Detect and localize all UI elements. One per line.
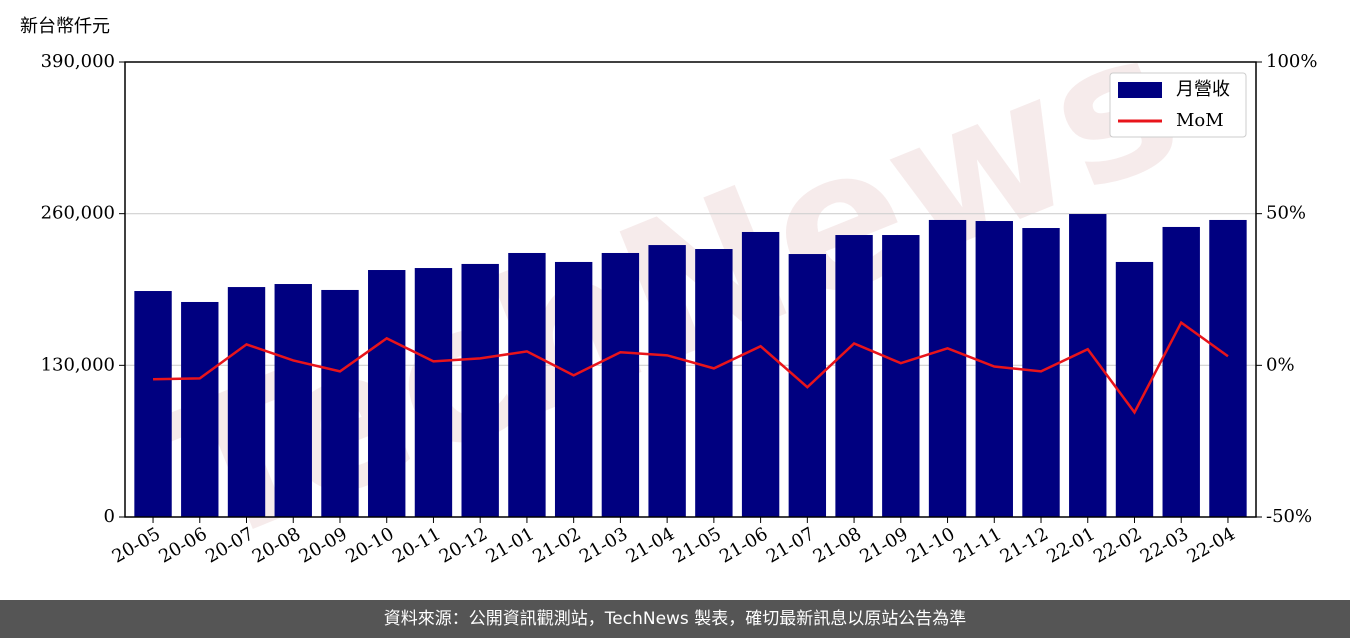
bar [414,268,453,517]
y2-tick-label: 100% [1266,51,1317,72]
x-tick-label: 20-11 [389,523,444,567]
unit-label: 新台幣仟元 [20,16,110,37]
y2-tick-label: 50% [1266,203,1306,224]
x-tick-label: 21-10 [903,523,958,567]
x-tick-label: 22-03 [1137,523,1192,567]
bar [601,252,640,517]
bar [461,263,499,517]
x-tick-label: 22-01 [1043,523,1098,567]
x-tick-label: 21-04 [623,523,678,567]
chart: 新台幣仟元 TechNews0130,000260,000390,000-50%… [20,0,1317,588]
y-tick-label: 390,000 [41,51,115,72]
x-tick-label: 20-12 [436,523,491,567]
line [153,320,1229,415]
bar [508,252,546,517]
bar [1209,219,1247,517]
bar [368,270,406,517]
legend-label: MoM [1176,110,1224,131]
bar [227,287,266,517]
bar [181,301,219,517]
bar [554,261,593,517]
bar [882,235,920,517]
bar [835,235,873,517]
x-tick-label: 21-06 [716,523,771,567]
y2-tick-label: -50% [1266,506,1312,527]
bar [274,284,312,517]
x-tick-label: 22-02 [1090,523,1145,567]
x-tick-label: 20-06 [155,523,210,567]
y-tick-label: 0 [104,506,115,527]
x-tick-label: 22-04 [1184,523,1239,567]
bar [741,231,780,517]
x-tick-label: 21-05 [669,523,724,567]
bar [1162,226,1200,517]
y2-tick-label: 0% [1266,354,1295,375]
bar [321,289,359,517]
y-tick-label: 130,000 [41,354,115,375]
y-tick-label: 260,000 [41,203,115,224]
legend-swatch [1118,82,1162,98]
x-tick-label: 21-07 [763,523,818,567]
x-tick-label: 21-08 [810,523,865,567]
bar [928,219,967,517]
x-tick-label: 21-02 [529,523,584,567]
legend-label: 月營收 [1176,79,1230,100]
footer: 資料來源：公開資訊觀測站，TechNews 製表，確切最新訊息以原站公告為準 [0,600,1350,638]
plot-frame [124,61,1257,518]
bar [695,249,733,517]
x-tick-label: 21-01 [482,523,537,567]
bar [134,291,172,517]
bar [648,245,686,518]
x-tick-label: 21-11 [950,523,1005,567]
x-tick-label: 21-03 [576,523,631,567]
x-tick-label: 21-12 [997,523,1052,567]
x-tick-label: 20-05 [109,523,164,567]
x-tick-label: 21-09 [856,523,911,567]
